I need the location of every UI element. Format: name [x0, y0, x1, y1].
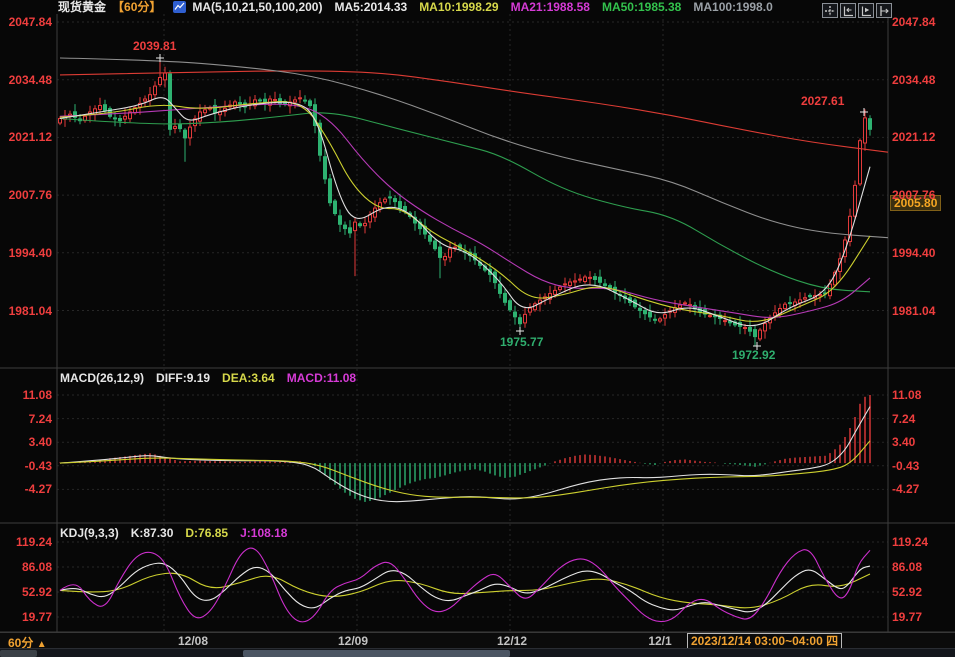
scrollbar-left-segment[interactable]	[0, 650, 37, 657]
interval-label: 60分	[8, 636, 34, 650]
chart-scrollbar[interactable]	[0, 648, 955, 657]
date-label: 12/1	[648, 634, 672, 648]
axis-scale-right-icon[interactable]	[858, 3, 874, 18]
crosshair-icon[interactable]	[822, 3, 838, 18]
interval-selector[interactable]: 60分 ▲	[8, 634, 47, 651]
axis-scale-left-icon[interactable]	[840, 3, 856, 18]
date-label: 12/12	[496, 634, 528, 648]
hover-time-tooltip: 2023/12/14 03:00~04:00 四	[687, 633, 843, 649]
date-label: 12/08	[177, 634, 209, 648]
date-label: 12/09	[337, 634, 369, 648]
pan-right-icon[interactable]	[876, 3, 892, 18]
triangle-up-icon: ▲	[36, 639, 47, 650]
chart-toolbar	[822, 3, 892, 18]
scrollbar-thumb[interactable]	[243, 650, 510, 657]
time-axis: 60分 ▲ 12/08 12/09 12/12 12/1 2023/12/14 …	[0, 632, 955, 651]
